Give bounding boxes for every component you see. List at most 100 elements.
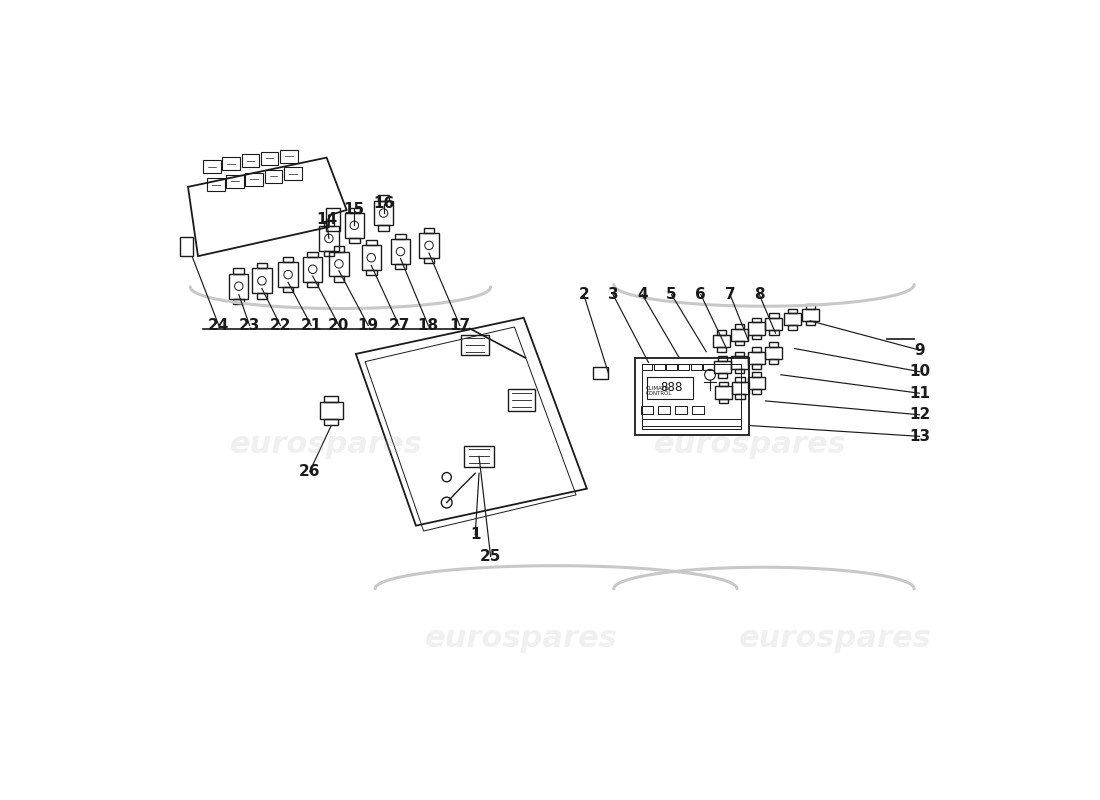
Text: CLIMATE
CONTROL: CLIMATE CONTROL: [646, 386, 672, 396]
Text: 6: 6: [695, 287, 706, 302]
Bar: [366, 270, 376, 275]
Bar: [333, 276, 344, 282]
Bar: [732, 382, 749, 394]
Bar: [805, 304, 815, 309]
Text: 16: 16: [373, 196, 394, 211]
Bar: [736, 377, 745, 382]
Bar: [718, 382, 728, 386]
Text: 27: 27: [388, 318, 409, 333]
Bar: [717, 347, 726, 352]
Text: 15: 15: [343, 202, 365, 217]
Bar: [349, 208, 360, 213]
Bar: [378, 226, 389, 230]
Bar: [641, 364, 652, 370]
Bar: [635, 358, 749, 435]
Bar: [805, 321, 815, 326]
Bar: [653, 364, 664, 370]
Bar: [424, 228, 434, 233]
Bar: [735, 369, 744, 373]
Bar: [642, 419, 740, 426]
Text: eurospares: eurospares: [425, 623, 618, 653]
Text: 11: 11: [909, 386, 929, 401]
Text: 4: 4: [637, 287, 648, 302]
Bar: [667, 364, 676, 370]
Bar: [751, 347, 761, 352]
Bar: [390, 239, 410, 264]
Bar: [748, 377, 764, 390]
Text: 5: 5: [667, 287, 676, 302]
Bar: [642, 364, 740, 429]
Bar: [229, 274, 249, 298]
Bar: [395, 264, 406, 270]
Bar: [735, 324, 744, 329]
Bar: [640, 406, 653, 414]
Bar: [769, 342, 778, 347]
Bar: [674, 406, 686, 414]
Bar: [769, 313, 779, 318]
Text: 9: 9: [914, 342, 925, 358]
Text: 22: 22: [270, 318, 292, 333]
Bar: [256, 293, 267, 298]
Bar: [207, 178, 224, 191]
Bar: [378, 195, 389, 201]
Bar: [307, 251, 318, 257]
Bar: [730, 329, 748, 341]
Bar: [242, 154, 260, 167]
Bar: [766, 318, 782, 330]
Bar: [261, 152, 278, 165]
Bar: [736, 394, 745, 398]
Bar: [464, 446, 494, 467]
Bar: [748, 352, 764, 364]
Text: 23: 23: [239, 318, 261, 333]
Bar: [751, 390, 761, 394]
Bar: [717, 330, 726, 334]
Bar: [692, 406, 704, 414]
Bar: [324, 395, 338, 402]
Bar: [374, 201, 393, 226]
Bar: [658, 406, 670, 414]
Bar: [769, 359, 778, 364]
Bar: [593, 367, 608, 379]
Text: 7: 7: [725, 287, 736, 302]
Bar: [748, 322, 764, 334]
Bar: [788, 309, 798, 313]
Bar: [326, 208, 340, 230]
Text: 24: 24: [208, 318, 230, 333]
Text: 25: 25: [480, 549, 502, 564]
Bar: [691, 364, 702, 370]
Bar: [507, 390, 536, 411]
Bar: [256, 263, 267, 269]
Bar: [329, 251, 349, 276]
Bar: [751, 373, 761, 377]
Bar: [280, 150, 298, 162]
Text: 1: 1: [470, 527, 481, 542]
Bar: [714, 361, 730, 373]
Bar: [344, 213, 364, 238]
Bar: [751, 318, 761, 322]
Bar: [717, 356, 727, 361]
Bar: [730, 356, 748, 369]
Bar: [333, 246, 344, 251]
Text: 14: 14: [316, 212, 338, 226]
Bar: [764, 347, 782, 359]
Text: 8: 8: [754, 287, 764, 302]
Bar: [366, 240, 376, 246]
Text: eurospares: eurospares: [738, 623, 932, 653]
Bar: [245, 173, 263, 186]
Text: 2: 2: [579, 287, 590, 302]
Bar: [715, 386, 732, 398]
Bar: [324, 418, 338, 425]
Text: 19: 19: [358, 318, 378, 333]
Bar: [233, 269, 244, 274]
Bar: [304, 257, 322, 282]
Bar: [222, 158, 240, 170]
Text: 20: 20: [328, 318, 350, 333]
Text: 21: 21: [300, 318, 322, 333]
Bar: [252, 269, 272, 293]
Bar: [179, 237, 194, 256]
Bar: [769, 330, 779, 334]
Bar: [319, 226, 339, 250]
Bar: [265, 170, 283, 182]
Text: 18: 18: [418, 318, 439, 333]
Bar: [320, 402, 343, 418]
